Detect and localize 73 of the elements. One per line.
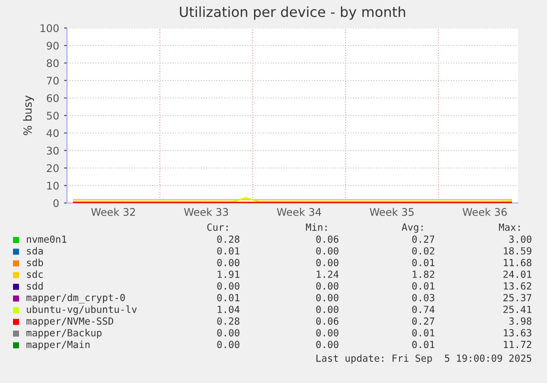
y-tick-label: 60: [46, 94, 59, 102]
legend-label: mapper/NVMe-SSD: [26, 317, 114, 327]
chart-title: Utilization per device - by month: [180, 6, 406, 20]
text: 13.63: [504, 329, 532, 336]
text: Cur:: [207, 223, 228, 231]
legend-label: sdb: [27, 258, 43, 266]
text: 3.98: [509, 317, 532, 325]
text: 0.00: [316, 294, 338, 302]
legend-label: mapper/Main: [26, 340, 90, 350]
x-tick-label: Week 34: [276, 208, 322, 216]
text: 0.01: [412, 282, 434, 290]
y-tick-label: 40: [46, 129, 59, 138]
y-tick-label: 30: [46, 146, 59, 155]
text: 11.68: [504, 258, 532, 266]
text: 0.06: [316, 235, 338, 243]
text: 25.41: [503, 306, 532, 314]
text: 0.00: [316, 306, 338, 314]
text: 0.01: [412, 329, 434, 336]
y-axis-title: % busy: [23, 96, 34, 136]
x-tick-label: Week 36: [462, 208, 507, 216]
legend-label: sda: [27, 247, 43, 255]
text: 0.00: [316, 340, 338, 348]
text: 0.00: [217, 258, 240, 266]
y-tick-label: 90: [46, 42, 59, 50]
text: 0.00: [316, 329, 338, 336]
text: 1.24: [316, 270, 339, 278]
x-tick-label: Week 33: [184, 208, 228, 216]
legend-label: sdc: [27, 270, 43, 278]
text: Last update: Fri Sep 5 19:00:09 2025: [316, 354, 532, 364]
text: 0.03: [412, 294, 434, 302]
y-tick-label: 50: [46, 112, 59, 120]
text: 24.01: [503, 270, 532, 278]
y-tick-label: 10: [47, 182, 59, 190]
y-tick-label: 20: [46, 164, 59, 172]
y-tick-label: 0: [53, 199, 59, 208]
text: 1.04: [218, 306, 240, 314]
legend-label: ubuntu-vg/ubuntu-lv: [26, 305, 137, 315]
x-tick-label: Week 32: [91, 208, 135, 216]
text: 0.74: [412, 306, 435, 314]
text: 18.59: [504, 247, 532, 255]
legend-label: nvme0n1: [26, 235, 66, 243]
text: 1.91: [218, 270, 240, 278]
legend-label: mapper/Backup: [26, 328, 102, 338]
text: 0.27: [412, 317, 434, 325]
legend-label: sdd: [27, 282, 43, 290]
text: 0.00: [217, 282, 240, 290]
text: 0.27: [412, 235, 434, 243]
text: 11.72: [504, 340, 532, 348]
text: 0.01: [217, 247, 240, 255]
y-tick-label: 80: [46, 59, 59, 68]
y-tick-label: 100: [40, 24, 59, 32]
text: 1.82: [412, 270, 434, 278]
legend-label: mapper/dm_crypt-0: [26, 294, 125, 304]
text: Max:: [498, 224, 520, 231]
text: 0.01: [217, 294, 240, 302]
x-tick-label: Week 35: [370, 208, 414, 216]
text: Min:: [306, 223, 327, 231]
text: 0.06: [316, 317, 338, 325]
text: 0.00: [217, 329, 240, 336]
text: 0.00: [316, 247, 338, 255]
text: 0.00: [217, 340, 240, 348]
text: 0.28: [217, 235, 240, 243]
text: 0.01: [412, 340, 434, 348]
text: 0.00: [316, 282, 338, 290]
text: Avg:: [402, 224, 423, 233]
text: 0.28: [217, 317, 240, 325]
y-tick-label: 70: [46, 76, 59, 85]
text: 3.00: [509, 235, 532, 243]
text: 13.62: [504, 282, 532, 290]
text: 25.37: [503, 294, 532, 302]
text: 0.01: [412, 258, 434, 266]
text: 0.00: [316, 258, 338, 266]
text: 0.02: [412, 247, 434, 255]
